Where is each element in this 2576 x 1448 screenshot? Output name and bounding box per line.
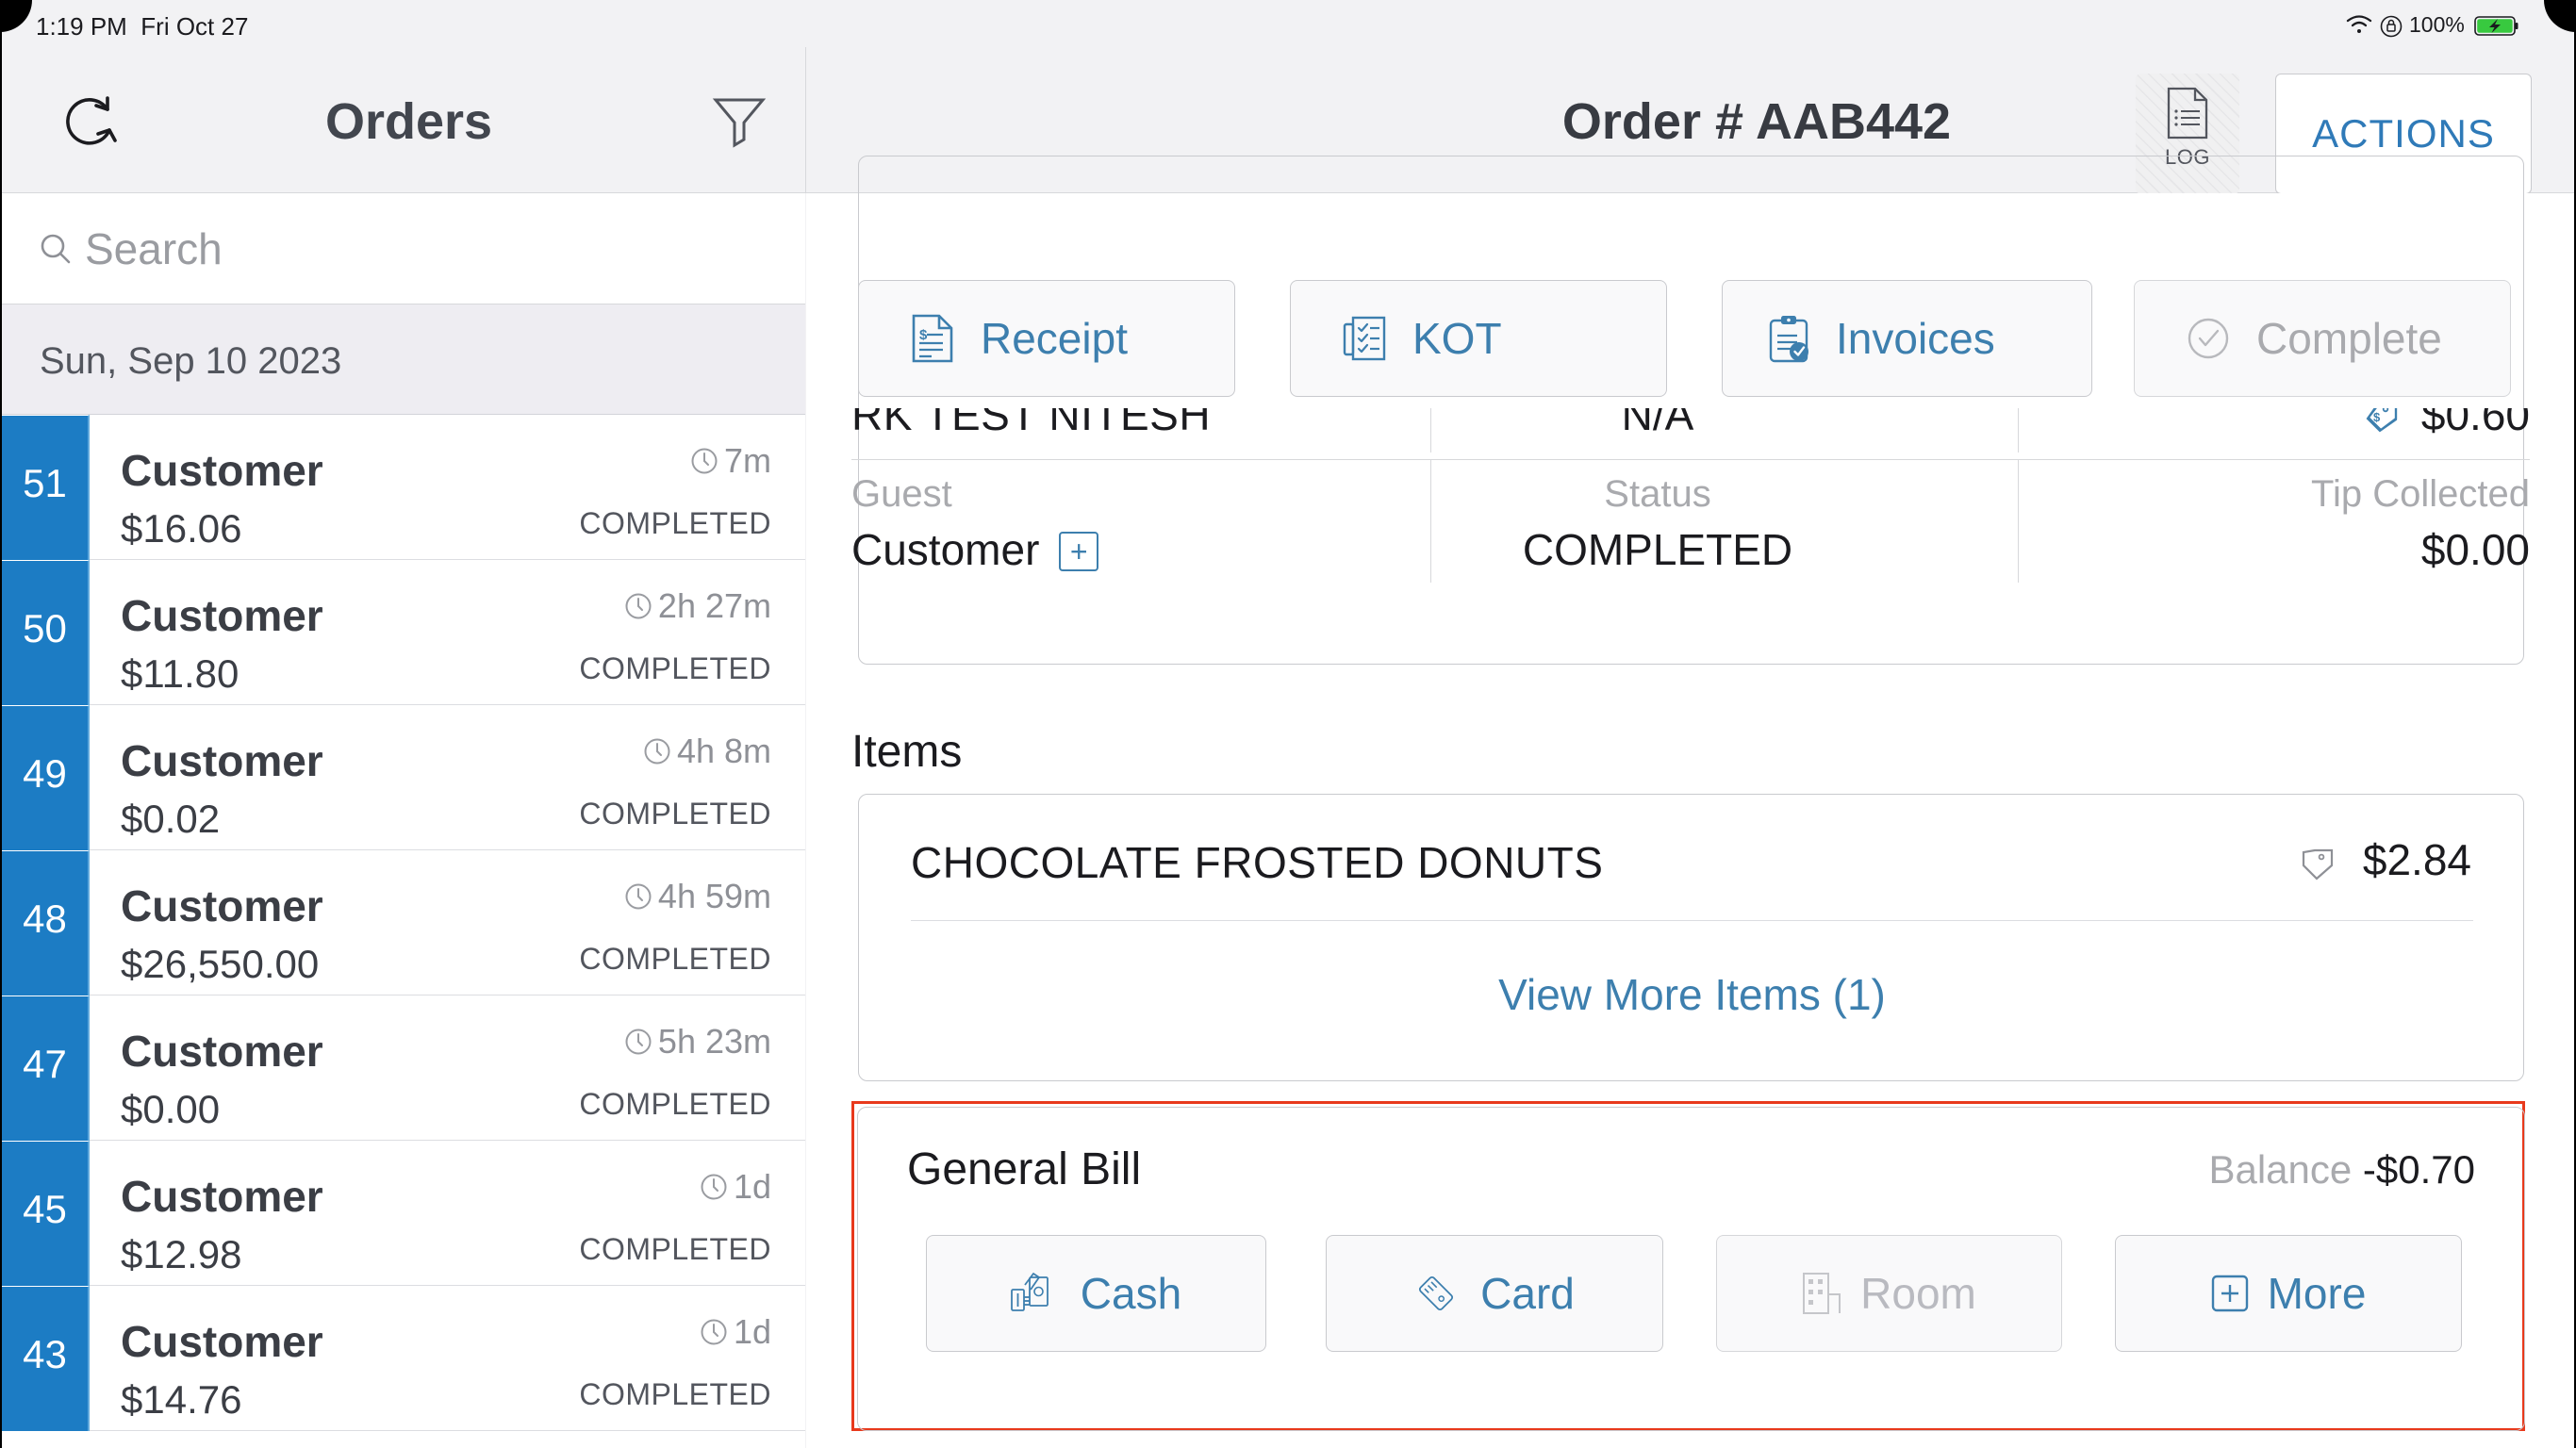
svg-text:$: $: [2373, 410, 2381, 424]
svg-text:100%: 100%: [2409, 13, 2465, 37]
